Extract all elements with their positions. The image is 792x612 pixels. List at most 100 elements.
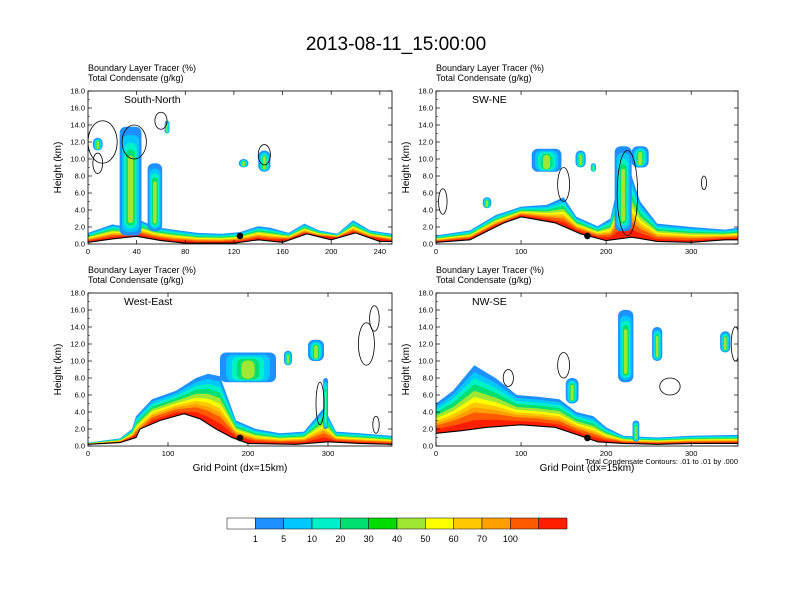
x-tick-label: 300: [685, 247, 698, 256]
y-tick-label: 10.0: [418, 155, 433, 164]
y-tick-label: 16.0: [418, 306, 433, 315]
condensate-contour: [659, 377, 681, 396]
colorbar-label: 5: [281, 534, 286, 544]
plume-band: [314, 345, 318, 359]
plot-area: [436, 310, 738, 446]
condensate-contour: [92, 152, 103, 174]
x-tick-label: 0: [86, 449, 90, 458]
colorbar-box: [255, 517, 284, 530]
y-tick-label: 6.0: [75, 391, 85, 400]
y-tick-label: 8.0: [75, 172, 85, 181]
location-marker: [236, 232, 244, 240]
colorbar-box: [425, 517, 454, 530]
x-tick-label: 200: [600, 449, 613, 458]
terrain-fill: [88, 413, 392, 446]
panel-title-tracer: Boundary Layer Tracer (%): [436, 265, 544, 275]
plume-band: [486, 200, 489, 208]
panel-nw-se: 0.0 2.0 4.0 6.0 8.0 10.0 12.0 14.0 16.0 18.0 0 100 2…: [401, 265, 739, 474]
panel-title-condensate: Total Condensate (g/kg): [88, 275, 184, 285]
panel-south-north: 0.0 2.0 4.0 6.0 8.0 10.0 12.0 14.0 16.0 18.0 0 40 80…: [53, 63, 393, 256]
y-tick-label: 16.0: [70, 306, 85, 315]
colorbar-label: 40: [392, 534, 402, 544]
colorbar-box: [368, 517, 398, 530]
terrain-line: [88, 413, 392, 445]
x-tick-label: 200: [600, 247, 613, 256]
plume-band: [635, 426, 637, 440]
y-tick-label: 18.0: [70, 289, 85, 298]
panel-title-tracer: Boundary Layer Tracer (%): [436, 63, 544, 73]
colorbar-label: 30: [364, 534, 374, 544]
location-marker: [584, 232, 591, 240]
x-tick-label: 0: [86, 247, 90, 256]
colorbar-box: [283, 517, 313, 530]
panel-label: South-North: [124, 94, 181, 106]
panel-title-condensate: Total Condensate (g/kg): [88, 73, 184, 83]
location-marker: [584, 434, 591, 442]
y-tick-label: 18.0: [418, 289, 433, 298]
terrain-line: [88, 232, 392, 244]
y-tick-label: 0.0: [423, 442, 433, 451]
y-tick-label: 14.0: [70, 323, 85, 332]
y-tick-label: 4.0: [75, 206, 85, 215]
y-tick-label: 2.0: [75, 223, 85, 232]
y-tick-label: 8.0: [75, 374, 85, 383]
x-tick-label: 120: [228, 247, 241, 256]
condensate-contour: [557, 352, 570, 379]
panel-sw-ne: 0.0 2.0 4.0 6.0 8.0 10.0 12.0 14.0 16.0 18.0 0 100 2…: [401, 63, 739, 256]
y-tick-label: 12.0: [418, 340, 433, 349]
plot-area: [88, 111, 392, 244]
colorbar-box: [510, 517, 539, 530]
terrain-line: [436, 424, 738, 445]
panel-title-tracer: Boundary Layer Tracer (%): [88, 63, 196, 73]
colorbar-label: 60: [449, 534, 459, 544]
y-tick-label: 12.0: [70, 138, 85, 147]
plume-band: [579, 155, 582, 166]
condensate-contour: [369, 305, 380, 332]
y-tick-label: 4.0: [423, 206, 433, 215]
colorbar-label: 1: [253, 534, 258, 544]
panel-west-east: 0.0 2.0 4.0 6.0 8.0 10.0 12.0 14.0 16.0 18.0 0 100 2…: [53, 265, 393, 474]
plume-band: [655, 336, 659, 358]
y-tick-label: 18.0: [418, 87, 433, 96]
panel-title-condensate: Total Condensate (g/kg): [436, 73, 532, 83]
condensate-contour: [154, 111, 168, 130]
condensate-contour: [372, 415, 380, 434]
y-tick-label: 6.0: [75, 189, 85, 198]
colorbar-box: [311, 517, 341, 530]
x-axis-label: Grid Point (dx=15km): [540, 463, 635, 474]
plume-band: [287, 354, 289, 364]
x-tick-label: 40: [132, 247, 140, 256]
plume-band: [592, 165, 594, 171]
x-tick-label: 100: [162, 449, 175, 458]
condensate-contour: [701, 175, 707, 191]
x-tick-label: 0: [434, 449, 438, 458]
x-tick-label: 100: [515, 449, 528, 458]
y-tick-label: 10.0: [70, 155, 85, 164]
x-tick-label: 100: [515, 247, 528, 256]
x-tick-label: 240: [374, 247, 387, 256]
plot-background: [436, 91, 738, 244]
panel-label: West-East: [124, 296, 172, 308]
y-tick-label: 10.0: [418, 357, 433, 366]
condensate-contour: [315, 381, 325, 426]
plume-band: [638, 151, 643, 166]
y-axis-label: Height (km): [53, 142, 64, 194]
figure-title: 2013-08-11_15:00:00: [306, 34, 486, 55]
y-tick-label: 14.0: [70, 121, 85, 130]
y-tick-label: 4.0: [423, 408, 433, 417]
plot-area: [88, 305, 392, 446]
colorbar-box: [538, 517, 568, 530]
x-tick-label: 300: [685, 449, 698, 458]
y-tick-label: 2.0: [423, 425, 433, 434]
contour-footnote: Total Condensate Contours: .01 to .01 by…: [585, 457, 738, 466]
terrain-fill: [436, 216, 738, 244]
colorbar-label: 50: [420, 534, 430, 544]
y-tick-label: 2.0: [423, 223, 433, 232]
plume-band: [166, 124, 168, 133]
y-tick-label: 16.0: [70, 104, 85, 113]
colorbar-box: [453, 517, 483, 530]
plot-area: [436, 146, 738, 244]
x-tick-label: 160: [276, 247, 289, 256]
condensate-contour: [557, 167, 570, 202]
y-tick-label: 0.0: [423, 240, 433, 249]
